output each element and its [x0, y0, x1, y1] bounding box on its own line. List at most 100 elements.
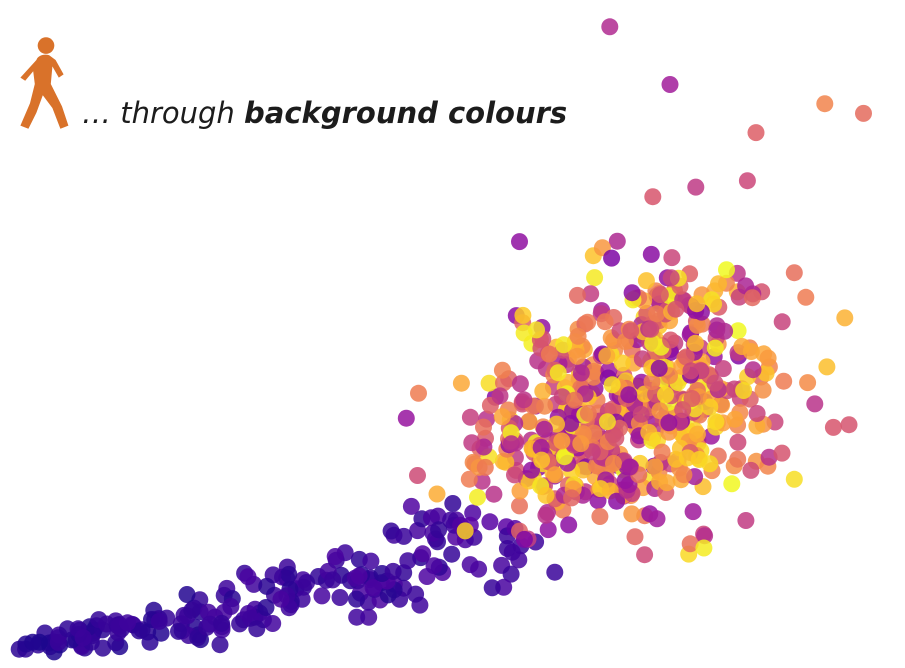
scatter-point — [582, 285, 600, 303]
scatter-point — [362, 552, 380, 570]
scatter-point — [549, 364, 567, 382]
scatter-point — [461, 556, 479, 574]
scatter-point — [775, 372, 793, 390]
scatter-point — [603, 376, 621, 394]
scatter-point — [553, 432, 571, 450]
scatter-point — [683, 390, 701, 407]
scatter-point — [463, 434, 481, 452]
scatter-point — [456, 522, 474, 540]
scatter-point — [604, 400, 622, 418]
scatter-point — [535, 420, 553, 438]
scatter-point — [642, 320, 660, 338]
scatter-point — [816, 95, 834, 113]
scatter-point — [646, 458, 664, 476]
scatter-point — [620, 386, 638, 404]
headline: … through background colours — [82, 96, 567, 130]
scatter-point — [493, 408, 511, 426]
scatter-point — [258, 577, 276, 595]
scatter-point — [326, 548, 344, 565]
scatter-point — [511, 233, 528, 251]
scatter-point — [514, 306, 532, 324]
scatter-point — [605, 454, 622, 472]
scatter-point — [773, 444, 791, 462]
scatter-point — [222, 598, 240, 615]
scatter-point — [476, 458, 494, 476]
scatter-point — [350, 567, 368, 585]
scatter-point — [648, 305, 666, 323]
scatter-point — [603, 249, 621, 267]
scatter-point — [760, 448, 778, 466]
scatter-point — [687, 178, 705, 196]
scatter-point — [696, 527, 714, 545]
scatter-point — [759, 349, 777, 367]
scatter-point — [616, 472, 634, 489]
scatter-point — [534, 382, 552, 400]
scatter-point — [637, 272, 655, 290]
scatter-point — [511, 497, 528, 515]
scatter-point — [663, 249, 681, 267]
scatter-points — [10, 18, 872, 661]
scatter-point — [675, 466, 693, 484]
chart-header: … through background colours — [14, 36, 567, 132]
scatter-point — [621, 458, 639, 476]
scatter-point — [502, 435, 520, 453]
scatter-point — [324, 571, 342, 589]
scatter-point — [119, 614, 136, 632]
scatter-point — [248, 620, 266, 638]
scatter-point — [24, 633, 42, 651]
scatter-point — [613, 354, 631, 372]
scatter-point — [688, 295, 706, 313]
scatter-point — [785, 470, 803, 488]
scatter-point — [407, 585, 425, 603]
scatter-point — [653, 443, 671, 461]
scatter-point — [729, 322, 747, 340]
scatter-point — [684, 503, 702, 521]
scatter-point — [475, 418, 492, 436]
scatter-point — [651, 286, 669, 304]
scatter-point — [681, 535, 699, 553]
scatter-point — [257, 599, 275, 616]
scatter-point — [563, 489, 581, 507]
scatter-point — [348, 608, 366, 626]
scatter-point — [648, 510, 666, 528]
scatter-point — [706, 374, 724, 392]
scatter-point — [729, 450, 747, 468]
scatter-point — [395, 527, 413, 545]
scatter-point — [313, 587, 331, 605]
scatter-point — [658, 474, 676, 492]
scatter-point — [701, 455, 719, 473]
scatter-point — [836, 309, 854, 327]
scatter-point — [150, 612, 168, 630]
scatter-point — [74, 629, 92, 647]
scatter-point — [364, 579, 382, 597]
scatter-point — [348, 590, 365, 608]
scatter-point — [748, 405, 766, 422]
scatter-point — [460, 470, 478, 488]
scatter-point — [596, 313, 614, 331]
scatter-point — [382, 522, 400, 540]
scatter-point — [591, 508, 609, 525]
scatter-point — [677, 348, 695, 366]
scatter-point — [537, 486, 555, 504]
scatter-point — [705, 295, 723, 313]
scatter-point — [742, 461, 760, 479]
scatter-point — [686, 334, 704, 352]
scatter-point — [579, 404, 597, 422]
scatter-point — [785, 264, 803, 282]
scatter-point — [506, 466, 523, 484]
scatter-point — [651, 402, 669, 420]
scatter-point — [748, 417, 766, 435]
scatter-point — [170, 622, 187, 640]
scatter-point — [239, 568, 257, 586]
scatter-point — [623, 284, 641, 302]
scatter-point — [515, 391, 533, 409]
scatter-point — [384, 562, 402, 580]
scatter-point — [503, 543, 521, 561]
scatter-point — [425, 557, 443, 575]
scatter-point — [824, 418, 842, 436]
scatter-point — [799, 374, 817, 392]
scatter-point — [662, 331, 680, 349]
scatter-point — [568, 347, 586, 365]
scatter-point — [502, 565, 520, 583]
scatter-point — [497, 453, 515, 471]
